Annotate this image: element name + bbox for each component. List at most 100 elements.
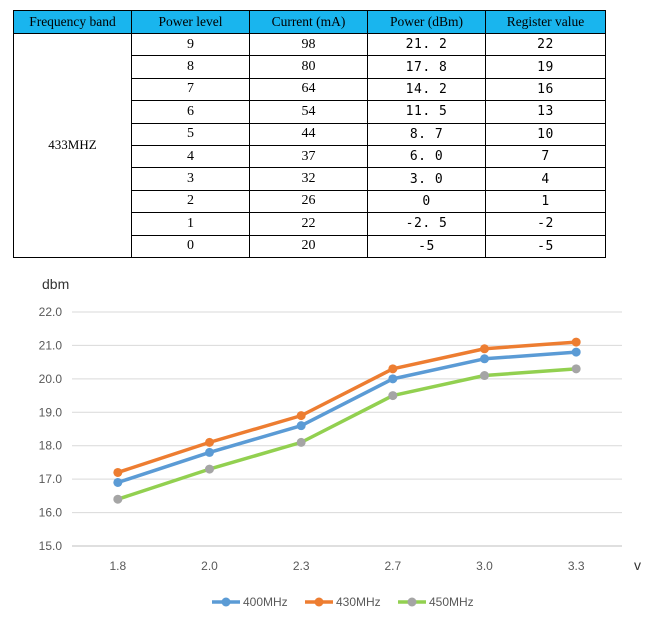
y-tick-label: 18.0: [39, 439, 63, 453]
cell-register-value: 4: [485, 167, 606, 191]
y-tick-label: 21.0: [39, 338, 63, 352]
power-table-wrapper: Frequency band Power level Current (mA) …: [13, 10, 606, 258]
series-430MHz: [113, 337, 581, 477]
x-tick-label: 2.0: [201, 559, 218, 573]
data-point: [388, 364, 398, 374]
cell-power-dbm: 21. 2: [367, 32, 486, 57]
data-point: [113, 467, 123, 477]
cell-register-value: 1: [485, 189, 606, 214]
cell-power-level: 8: [131, 55, 250, 79]
series-line: [117, 367, 577, 501]
cell-power-dbm: 0: [367, 189, 486, 214]
data-point: [296, 437, 306, 447]
data-point: [480, 354, 489, 364]
header-frequency-band: Frequency band: [13, 10, 132, 34]
legend: 400MHz 430MHz 450MHz: [212, 595, 474, 609]
cell-current: 54: [249, 100, 368, 124]
legend-label: 430MHz: [336, 595, 381, 609]
header-power-level: Power level: [131, 10, 250, 34]
cell-register-value: 10: [485, 122, 606, 146]
cell-power-dbm: -2. 5: [367, 212, 486, 236]
cell-power-dbm: 14. 2: [367, 77, 486, 102]
table-body: 433MHZ 9 98 21. 2 22 8 80 17. 8 19 7 64 14. 2 16 6 54 1…: [13, 32, 606, 258]
cell-current: 37: [249, 144, 368, 169]
legend-item: 400MHz: [212, 595, 288, 609]
x-tick-label: 1.8: [109, 559, 126, 573]
x-tick-label: 3.3: [568, 559, 585, 573]
cell-power-dbm: 6. 0: [367, 144, 486, 169]
data-point: [571, 364, 581, 374]
table-header-row: Frequency band Power level Current (mA) …: [13, 10, 606, 34]
cell-current: 32: [249, 167, 368, 191]
data-point: [205, 437, 214, 447]
gridlines: [72, 311, 622, 547]
data-point: [296, 421, 306, 431]
table-row: 433MHZ 9 98 21. 2 22: [13, 32, 606, 258]
cell-current: 98: [249, 32, 368, 57]
data-point: [205, 464, 214, 474]
data-point: [571, 337, 581, 347]
y-tick-label: 20.0: [39, 372, 63, 386]
y-tick-label: 17.0: [39, 472, 63, 486]
data-point: [571, 347, 581, 357]
cell-register-value: 13: [485, 100, 606, 124]
data-point: [480, 344, 489, 354]
legend-marker: [314, 597, 324, 607]
cell-power-dbm: -5: [367, 234, 486, 258]
cell-power-dbm: 11. 5: [367, 100, 486, 124]
x-tick-label: 2.3: [293, 559, 310, 573]
series-400MHz: [113, 347, 581, 487]
header-register-value: Register value: [485, 10, 606, 34]
legend-item: 450MHz: [398, 595, 474, 609]
cell-current: 26: [249, 189, 368, 214]
table-row: 0 20 -5 -5: [14, 234, 606, 258]
y-tick-label: 22.0: [39, 305, 63, 319]
cell-power-level: 2: [131, 189, 250, 214]
cell-current: 80: [249, 55, 368, 79]
data-point: [113, 477, 123, 487]
data-point: [388, 391, 398, 401]
data-point: [480, 371, 489, 381]
cell-current: 64: [249, 77, 368, 102]
cell-power-level: 1: [131, 212, 250, 236]
line-chart: dbm v 15.0 16.0 17.0 18.0 19.0 20.0 21.0 22.0 1…: [0, 262, 655, 617]
legend-label: 450MHz: [429, 595, 474, 609]
cell-register-value: -2: [485, 212, 606, 236]
y-tick-label: 16.0: [39, 506, 63, 520]
x-tick-labels: 1.8 2.0 2.3 2.7 3.0 3.3: [109, 559, 584, 573]
cell-frequency-band: 433MHZ: [13, 33, 132, 258]
cell-register-value: 22: [485, 32, 606, 57]
cell-power-dbm: 17. 8: [367, 55, 486, 79]
chart-svg: dbm v 15.0 16.0 17.0 18.0 19.0 20.0 21.0 22.0 1…: [39, 276, 641, 609]
cell-current: 20: [249, 234, 368, 258]
data-point: [388, 374, 398, 384]
legend-marker: [407, 597, 417, 607]
table-row: 1 22 -2. 5 -2: [14, 212, 606, 236]
y-tick-label: 19.0: [39, 405, 63, 419]
cell-power-level: 6: [131, 100, 250, 124]
table-row: 7 64 14. 2 16: [14, 77, 606, 102]
cell-register-value: 7: [485, 144, 606, 169]
cell-power-dbm: 3. 0: [367, 167, 486, 191]
legend-label: 400MHz: [243, 595, 288, 609]
table-row: 5 44 8. 7 10: [14, 122, 606, 146]
cell-current: 44: [249, 122, 368, 146]
power-table: Frequency band Power level Current (mA) …: [13, 10, 606, 258]
series-line: [117, 350, 577, 485]
data-point: [296, 411, 306, 421]
x-tick-label: 3.0: [476, 559, 493, 573]
data-point: [113, 494, 123, 504]
series-line: [117, 340, 577, 475]
table-row: 2 26 0 1: [14, 189, 606, 214]
legend-item: 430MHz: [305, 595, 381, 609]
cell-power-level: 0: [131, 234, 250, 258]
cell-power-level: 5: [131, 122, 250, 146]
x-axis-label: v: [634, 557, 641, 573]
x-tick-label: 2.7: [384, 559, 401, 573]
cell-power-dbm: 8. 7: [367, 122, 486, 146]
y-tick-label: 15.0: [39, 539, 63, 553]
y-tick-labels: 15.0 16.0 17.0 18.0 19.0 20.0 21.0 22.0: [39, 305, 63, 553]
cell-power-level: 4: [131, 144, 250, 169]
